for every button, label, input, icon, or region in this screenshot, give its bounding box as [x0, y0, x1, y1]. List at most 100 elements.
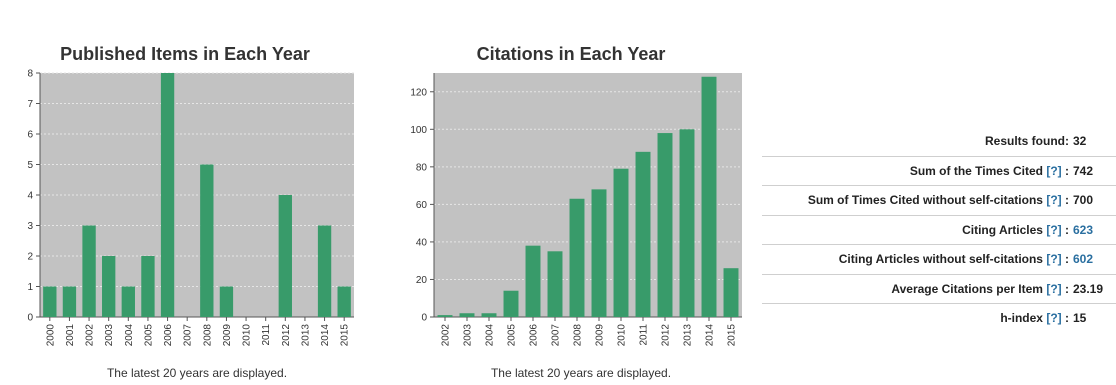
y-tick-label: 0 — [421, 313, 427, 324]
x-tick-label: 2013 — [300, 324, 311, 347]
help-link[interactable]: [?] — [1046, 193, 1062, 207]
y-tick-label: 60 — [416, 200, 428, 211]
bar — [160, 73, 175, 317]
stat-label-text: Citing Articles without self-citations — [838, 252, 1043, 266]
stat-label-text: h-index — [1000, 311, 1043, 325]
stat-row-results-found: Results found: 32 — [762, 127, 1116, 157]
chart-footnote: The latest 20 years are displayed. — [490, 366, 672, 380]
stat-label-text: Sum of the Times Cited — [909, 163, 1043, 178]
bar — [278, 195, 292, 317]
stat-label-text: Average Citations per Item — [891, 281, 1043, 296]
citations-chart: Citations in Each Year 0 20 40 60 80 100 120 20… — [386, 40, 756, 385]
y-tick-label: 40 — [416, 237, 428, 248]
x-tick-label: 2014 — [705, 324, 716, 347]
x-tick-label: 2007 — [551, 324, 562, 347]
x-tick-label: 2002 — [441, 324, 452, 347]
bar — [102, 256, 116, 317]
help-link[interactable]: [?] — [1046, 252, 1062, 266]
plot-area — [434, 73, 742, 317]
x-tick-label: 2005 — [507, 324, 518, 347]
stat-colon: : — [1061, 281, 1069, 296]
stat-value: 23.19 — [1073, 281, 1104, 296]
bar — [613, 168, 629, 317]
bar — [200, 164, 214, 317]
x-tick-label: 2015 — [727, 324, 738, 347]
bar — [337, 286, 351, 317]
x-tick-label: 2011 — [639, 324, 650, 346]
stat-value: 700 — [1073, 193, 1094, 207]
y-tick-label: 0 — [27, 313, 33, 324]
stat-colon: : — [1061, 311, 1069, 325]
bar — [317, 225, 332, 317]
y-tick-label: 8 — [27, 69, 33, 80]
help-link[interactable]: [?] — [1046, 281, 1062, 296]
help-link[interactable]: [?] — [1046, 311, 1062, 325]
stat-colon: : — [1061, 163, 1069, 178]
stat-row-sum-times-cited: Sum of the Times Cited [?] : 742 — [762, 157, 1116, 186]
bar — [62, 286, 77, 317]
y-tick-label: 1 — [27, 282, 33, 293]
x-tick-label: 2005 — [143, 324, 154, 347]
stat-colon: : — [1061, 193, 1069, 207]
chart-footnote: The latest 20 years are displayed. — [106, 366, 288, 380]
bar — [525, 245, 541, 317]
bar — [219, 286, 234, 317]
x-tick-label: 2006 — [163, 324, 174, 347]
bar — [547, 251, 563, 317]
bar — [141, 256, 155, 317]
stat-row-h-index: h-index [?] : 15 — [762, 304, 1116, 333]
y-tick-label: 5 — [27, 160, 33, 171]
y-tick-label: 2 — [27, 252, 33, 263]
stat-row-average-citations: Average Citations per Item [?] : 23.19 — [762, 275, 1116, 304]
bar — [723, 268, 739, 317]
stat-label-text: Sum of Times Cited without self-citation… — [807, 193, 1043, 207]
stat-label-text: Results found: — [985, 134, 1069, 148]
stat-label: Sum of Times Cited without self-citation… — [808, 186, 1069, 215]
stat-row-sum-without-self: Sum of Times Cited without self-citation… — [762, 186, 1116, 216]
x-tick-label: 2004 — [124, 324, 135, 347]
x-tick-label: 2007 — [183, 324, 194, 347]
bar — [569, 198, 585, 317]
stat-row-citing-without-self: Citing Articles without self-citations [… — [762, 245, 1116, 275]
x-tick-label: 2003 — [104, 324, 115, 347]
x-tick-label: 2009 — [595, 324, 606, 347]
bar — [591, 189, 607, 317]
citations-plot: 0 20 40 60 80 100 120 2002 2003 2004 2005 2006 2007 2… — [410, 73, 742, 347]
citing-articles-link[interactable]: 623 — [1073, 222, 1094, 237]
x-tick-label: 2004 — [485, 324, 496, 347]
x-tick-label: 2012 — [661, 324, 672, 347]
stat-value: 742 — [1073, 163, 1094, 178]
stat-label: Average Citations per Item [?] : — [891, 275, 1069, 304]
stat-label: Sum of the Times Cited [?] : — [910, 157, 1069, 186]
x-tick-label: 2001 — [65, 324, 76, 347]
bar — [503, 290, 519, 317]
stat-label: Citing Articles [?] : — [962, 216, 1069, 245]
x-tick-label: 2011 — [261, 324, 272, 346]
y-tick-label: 6 — [27, 130, 33, 141]
x-tick-label: 2012 — [281, 324, 292, 347]
citation-stats-table: Results found: 32 Sum of the Times Cited… — [762, 127, 1116, 333]
x-tick-label: 2015 — [340, 324, 351, 347]
bar — [82, 225, 96, 317]
y-tick-label: 3 — [27, 221, 33, 232]
y-tick-label: 20 — [416, 275, 428, 286]
bar — [481, 313, 497, 317]
published-items-chart: Published Items in Each Year 0 1 2 3 4 5 6 7 8 20… — [0, 40, 370, 385]
bar — [121, 286, 135, 317]
x-tick-label: 2010 — [242, 324, 253, 347]
stat-label: h-index [?] : — [1000, 304, 1069, 333]
x-tick-label: 2002 — [85, 324, 96, 347]
x-tick-label: 2000 — [45, 324, 56, 347]
bar — [701, 76, 717, 317]
help-link[interactable]: [?] — [1046, 163, 1062, 178]
citing-without-self-link[interactable]: 602 — [1073, 252, 1094, 266]
bar — [635, 151, 651, 317]
x-tick-label: 2014 — [320, 324, 331, 347]
bar — [657, 133, 673, 317]
y-tick-label: 80 — [416, 162, 428, 173]
y-tick-label: 7 — [27, 99, 33, 110]
stat-value: 32 — [1073, 134, 1087, 148]
help-link[interactable]: [?] — [1046, 222, 1062, 237]
chart-title: Published Items in Each Year — [60, 44, 310, 64]
